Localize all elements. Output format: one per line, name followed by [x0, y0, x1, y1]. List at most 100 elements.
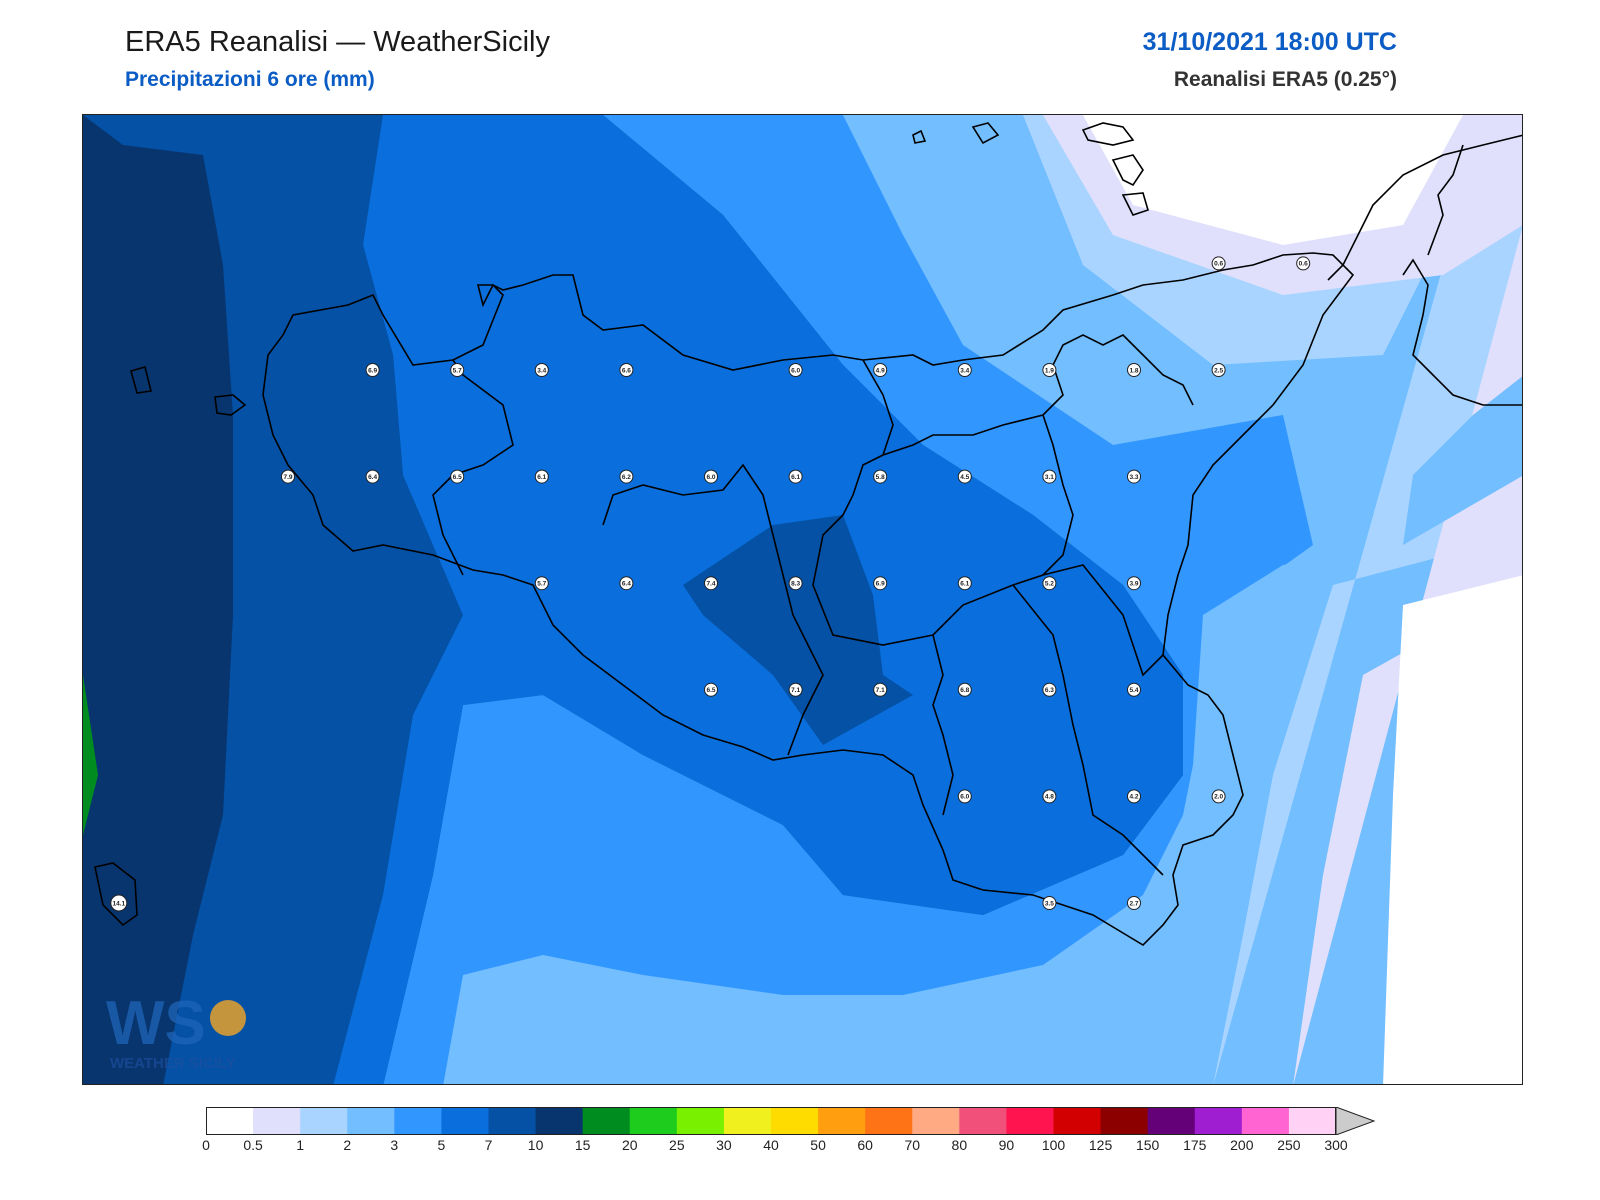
field-band-0-0.5-east — [1383, 575, 1522, 1084]
station-value: 6.4 — [622, 581, 631, 588]
station-dot — [365, 363, 380, 377]
station-value: 3.5 — [1045, 900, 1054, 907]
station-dot — [1211, 256, 1226, 271]
station-dot — [957, 469, 972, 484]
valid-datetime: 31/10/2021 18:00 UTC — [1142, 28, 1397, 56]
station-value: 3.4 — [537, 367, 546, 374]
station-dot — [1296, 256, 1311, 271]
province-border-4 — [882, 334, 1194, 456]
station-value: 4.5 — [960, 474, 969, 481]
station-marker: 5.4 — [1127, 682, 1141, 697]
station-marker: 7.9 — [281, 469, 295, 484]
weathersicily-logo: WS WEATHER SICILY — [106, 989, 246, 1072]
station-dot — [788, 363, 803, 377]
station-marker: 6.0 — [704, 469, 718, 484]
station-marker: 0.6 — [1211, 256, 1226, 271]
station-value: 4.9 — [876, 367, 885, 374]
station-dot — [1042, 682, 1057, 697]
station-value: 3.1 — [1045, 474, 1054, 481]
station-dot — [788, 469, 803, 484]
colorbar-swatch — [1147, 1107, 1196, 1135]
station-value: 7.1 — [791, 687, 800, 694]
station-marker: 3.9 — [1127, 576, 1141, 591]
island-marettimo — [130, 366, 152, 394]
station-value: 6.1 — [960, 581, 969, 588]
colorbar-tick-label: 60 — [857, 1137, 873, 1153]
station-value: 3.3 — [1129, 474, 1138, 481]
colorbar-tick-label: 70 — [904, 1137, 921, 1153]
station-dot — [873, 576, 888, 591]
station-marker: 0.6 — [1296, 256, 1311, 271]
precipitation-field — [83, 115, 1522, 1084]
station-dot — [1042, 576, 1057, 591]
station-dot — [1127, 576, 1141, 591]
station-dot — [788, 576, 803, 591]
colorbar-tick-label: 5 — [437, 1137, 446, 1153]
colorbar-swatch — [394, 1107, 442, 1135]
station-value: 6.3 — [1045, 687, 1054, 694]
map-title: ERA5 Reanalisi — WeatherSicily — [125, 26, 550, 58]
island-vulcano — [1121, 192, 1149, 216]
field-band-2-3-calabria — [1403, 376, 1522, 545]
station-marker: 6.1 — [957, 576, 972, 591]
station-dot — [450, 363, 465, 377]
station-dot — [788, 682, 803, 697]
station-value: 6.4 — [368, 474, 377, 481]
station-dot — [1042, 363, 1057, 377]
colorbar-swatch — [535, 1107, 584, 1135]
colorbar-swatch — [1241, 1107, 1290, 1135]
colorbar-swatch — [300, 1107, 348, 1135]
province-border-7 — [1012, 584, 1164, 876]
station-value: 6.1 — [537, 474, 546, 481]
station-value: 6.0 — [960, 794, 969, 801]
station-value: 0.6 — [1214, 261, 1223, 268]
logo-sun-icon — [210, 1000, 246, 1036]
colorbar-tick-label: 25 — [669, 1137, 685, 1153]
field-band-2-3-east — [943, 115, 1522, 1084]
colorbar-tick-label: 15 — [574, 1137, 591, 1153]
station-marker: 6.9 — [873, 576, 888, 591]
station-value: 5.7 — [453, 367, 462, 374]
logo-text: WEATHER SICILY — [110, 1055, 236, 1072]
station-dot — [1127, 469, 1141, 484]
station-dot — [957, 789, 972, 804]
station-value: 3.4 — [960, 367, 969, 374]
station-marker: 3.4 — [957, 363, 972, 377]
station-dot — [1211, 789, 1226, 804]
station-value: 6.0 — [706, 474, 715, 481]
station-value: 5.7 — [537, 581, 546, 588]
station-marker: 6.6 — [619, 363, 634, 377]
colorbar-swatch — [1006, 1107, 1054, 1135]
station-value: 6.0 — [791, 367, 800, 374]
colorbar-swatch — [629, 1107, 678, 1135]
station-marker: 6.1 — [534, 469, 549, 484]
station-value: 1.9 — [1045, 367, 1054, 374]
colorbar-frame — [206, 1107, 1336, 1135]
station-dot — [1127, 363, 1141, 377]
station-value: 0.6 — [1299, 261, 1308, 268]
colorbar-swatch — [441, 1107, 489, 1135]
station-marker: 2.5 — [1211, 363, 1226, 377]
coastline — [94, 122, 1522, 947]
province-border-2 — [602, 463, 824, 756]
station-dot — [873, 682, 888, 697]
colorbar-tick-label: 150 — [1135, 1137, 1160, 1153]
colorbar-swatch — [959, 1107, 1007, 1135]
station-value: 1.8 — [1129, 367, 1138, 374]
station-dot — [1042, 896, 1057, 910]
province-border-5 — [932, 414, 1074, 636]
province-border-3 — [812, 359, 954, 816]
colorbar-swatch — [865, 1107, 913, 1135]
station-value: 5.2 — [1045, 581, 1054, 588]
station-marker: 6.5 — [704, 682, 718, 697]
colorbar-swatch — [1053, 1107, 1102, 1135]
colorbar-tick-label: 90 — [998, 1137, 1015, 1153]
field-band-7-10-center — [683, 515, 913, 745]
colorbar-tick-label: 40 — [763, 1137, 779, 1153]
station-value: 6.8 — [960, 687, 969, 694]
station-value: 7.1 — [876, 687, 885, 694]
colorbar-swatch — [582, 1107, 631, 1135]
station-value: 7.4 — [706, 581, 715, 588]
colorbar-tick-label: 1 — [296, 1137, 305, 1153]
station-marker: 6.0 — [788, 363, 803, 377]
